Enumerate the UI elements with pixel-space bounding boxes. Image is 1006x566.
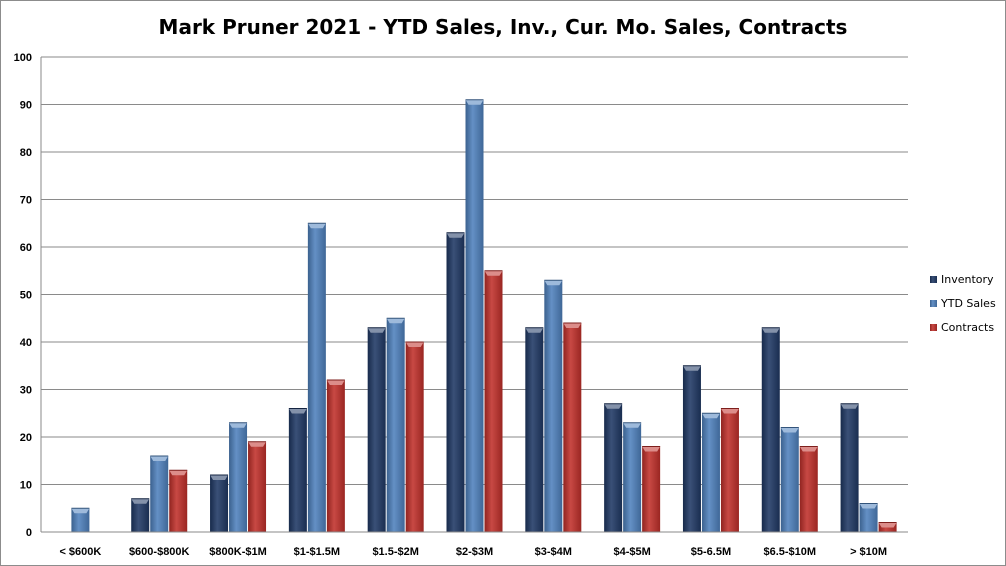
y-tick-label: 50 bbox=[20, 290, 32, 302]
bar-contracts-2-3m bbox=[484, 270, 503, 532]
bar-inventory-2-3m bbox=[446, 232, 465, 532]
bar-contracts-6-5-10m bbox=[799, 446, 818, 532]
y-tick-label: 10 bbox=[20, 480, 32, 492]
bar-contracts-4-5m bbox=[642, 446, 661, 532]
bar-inventory-10m bbox=[840, 403, 859, 532]
bar-contracts-5-6-5m bbox=[720, 408, 739, 532]
chart-title: Mark Pruner 2021 - YTD Sales, Inv., Cur.… bbox=[159, 15, 848, 39]
bar-ytd-sales-5-6-5m bbox=[701, 412, 720, 532]
x-tick-label: $2-$3M bbox=[456, 546, 493, 558]
bars bbox=[71, 99, 897, 532]
x-tick-label: $1.5-$2M bbox=[372, 546, 418, 558]
x-tick-label: $800K-$1M bbox=[209, 546, 266, 558]
bar-inventory-600-800k bbox=[131, 498, 150, 532]
bar-contracts-600-800k bbox=[169, 469, 188, 532]
x-tick-label: $6.5-$10M bbox=[763, 546, 816, 558]
bar-inventory-1-1-5m bbox=[288, 408, 307, 532]
y-tick-label: 100 bbox=[14, 52, 32, 64]
x-tick-label: $1-$1.5M bbox=[294, 546, 340, 558]
x-tick-label: $5-6.5M bbox=[691, 546, 731, 558]
legend-item-contracts: Contracts bbox=[930, 321, 994, 334]
bar-ytd-sales-1-5-2m bbox=[386, 317, 405, 532]
legend-label: Inventory bbox=[941, 273, 994, 286]
legend-item-ytd-sales: YTD Sales bbox=[930, 297, 996, 310]
y-tick-label: 0 bbox=[26, 527, 32, 539]
y-tick-label: 70 bbox=[20, 195, 32, 207]
bar-ytd-sales-2-3m bbox=[465, 99, 484, 532]
y-tick-label: 30 bbox=[20, 385, 32, 397]
legend-label: YTD Sales bbox=[940, 297, 996, 310]
legend-item-inventory: Inventory bbox=[930, 273, 994, 286]
legend-label: Contracts bbox=[941, 321, 994, 334]
bar-inventory-4-5m bbox=[604, 403, 623, 532]
x-tick-label: < $600K bbox=[59, 546, 101, 558]
bar-inventory-1-5-2m bbox=[367, 327, 386, 532]
bar-inventory-800k-1m bbox=[210, 474, 229, 532]
legend-swatch bbox=[930, 324, 937, 331]
bar-ytd-sales-600-800k bbox=[150, 455, 169, 532]
y-tick-label: 40 bbox=[20, 337, 32, 349]
bar-ytd-sales-4-5m bbox=[623, 422, 642, 532]
legend-swatch bbox=[930, 300, 937, 307]
bar-inventory-5-6-5m bbox=[682, 365, 701, 532]
bar-ytd-sales-800k-1m bbox=[229, 422, 248, 532]
bar-contracts-800k-1m bbox=[248, 441, 267, 532]
bar-ytd-sales-600k bbox=[71, 507, 90, 532]
bar-ytd-sales-1-1-5m bbox=[307, 222, 326, 532]
bar-ytd-sales-6-5-10m bbox=[780, 427, 799, 532]
axes: 0 10 20 30 40 50 60 70 80 90 100 < $600K $600-$800K $… bbox=[14, 52, 908, 558]
bar-ytd-sales-10m bbox=[859, 503, 878, 532]
bar-contracts-1-1-5m bbox=[326, 379, 345, 532]
x-tick-label: $3-$4M bbox=[535, 546, 572, 558]
bar-contracts-3-4m bbox=[563, 322, 582, 532]
y-tick-label: 90 bbox=[20, 100, 32, 112]
y-tick-label: 20 bbox=[20, 432, 32, 444]
bar-inventory-3-4m bbox=[525, 327, 544, 532]
x-tick-label: $600-$800K bbox=[129, 546, 190, 558]
bar-contracts-10m bbox=[878, 522, 897, 532]
y-tick-label: 80 bbox=[20, 147, 32, 159]
bar-ytd-sales-3-4m bbox=[544, 279, 563, 532]
legend: Inventory YTD Sales Contracts bbox=[930, 273, 996, 334]
bar-inventory-6-5-10m bbox=[761, 327, 780, 532]
x-tick-label: $4-$5M bbox=[613, 546, 650, 558]
legend-swatch bbox=[930, 276, 937, 283]
x-tick-label: > $10M bbox=[850, 546, 887, 558]
y-tick-label: 60 bbox=[20, 242, 32, 254]
bar-contracts-1-5-2m bbox=[405, 341, 424, 532]
